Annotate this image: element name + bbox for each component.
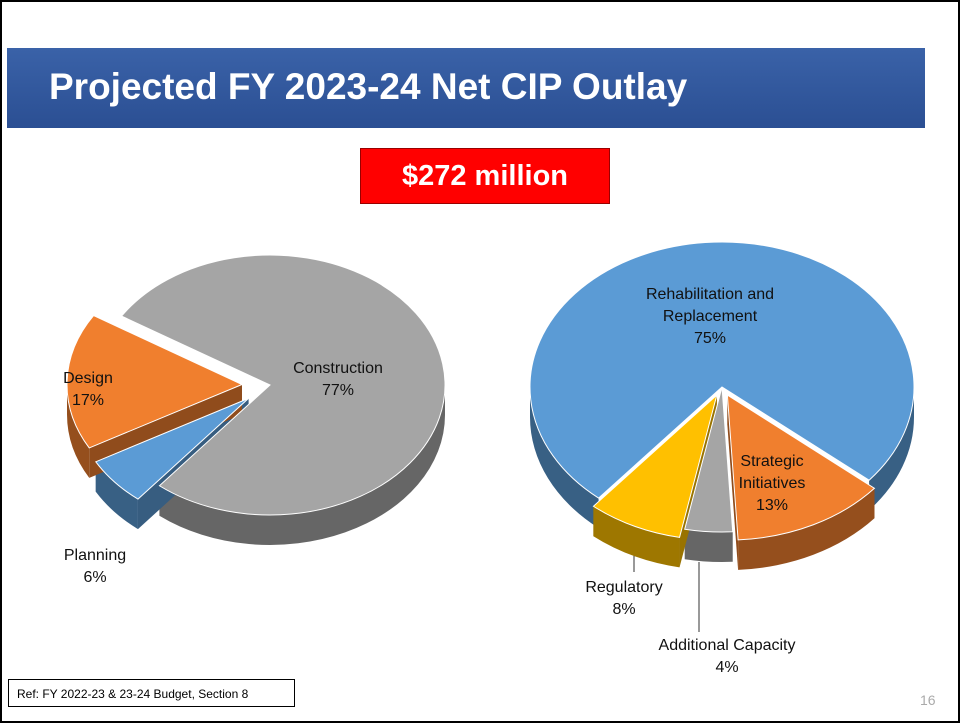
slice-label: Construction 77% bbox=[268, 358, 408, 402]
value-label: 6% bbox=[83, 569, 107, 586]
slice bbox=[66, 314, 244, 449]
slice bbox=[120, 254, 446, 516]
pie bbox=[66, 254, 446, 545]
slice-side bbox=[593, 506, 680, 568]
slice bbox=[726, 394, 876, 541]
slice-side bbox=[159, 385, 445, 545]
slice bbox=[592, 393, 718, 538]
category-name: Strategic Initiatives bbox=[738, 453, 806, 492]
slice-label: Planning 6% bbox=[45, 545, 145, 589]
slice-label: Design 17% bbox=[48, 368, 128, 412]
value-label: 13% bbox=[755, 497, 789, 514]
slice bbox=[95, 397, 249, 500]
value-label: 75% bbox=[693, 330, 727, 347]
slice-wall bbox=[727, 395, 739, 570]
slice-side bbox=[684, 529, 733, 562]
title: Projected FY 2023-24 Net CIP Outlay bbox=[49, 66, 688, 107]
value-label: 17% bbox=[71, 392, 105, 409]
slice-side bbox=[95, 461, 138, 530]
slice bbox=[684, 386, 734, 533]
value-label: 4% bbox=[715, 659, 739, 676]
slice bbox=[529, 241, 915, 499]
category-name: Construction bbox=[293, 360, 383, 377]
value-label: 77% bbox=[321, 382, 355, 399]
badge: $272 million bbox=[360, 148, 610, 204]
reference: Ref: FY 2022-23 & 23-24 Budget, Section … bbox=[8, 679, 295, 707]
slice-side bbox=[738, 488, 875, 570]
slice-label: Rehabilitation and Replacement 75% bbox=[620, 284, 800, 350]
slice-label: Additional Capacity 4% bbox=[617, 635, 837, 679]
category-name: Regulatory bbox=[585, 579, 663, 596]
category-name: Design bbox=[63, 370, 113, 387]
slice-side bbox=[869, 387, 914, 511]
slice-label: Strategic Initiatives 13% bbox=[722, 451, 822, 517]
slice-side bbox=[530, 387, 599, 529]
slice-label: Regulatory 8% bbox=[564, 577, 684, 621]
category-name: Rehabilitation and Replacement bbox=[645, 286, 775, 325]
category-name: Additional Capacity bbox=[658, 637, 796, 654]
category-name: Planning bbox=[63, 547, 127, 564]
page-number: 16 bbox=[920, 692, 936, 708]
value-label: 8% bbox=[612, 601, 636, 618]
pie bbox=[529, 241, 915, 570]
title-bar: Projected FY 2023-24 Net CIP Outlay bbox=[7, 48, 925, 128]
